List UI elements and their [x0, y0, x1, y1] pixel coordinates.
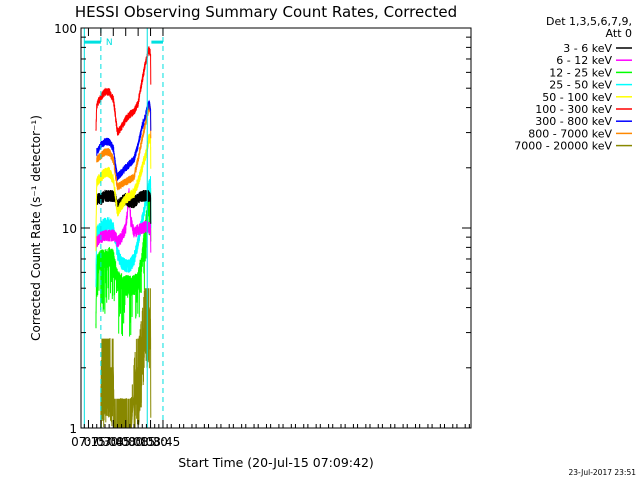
legend-label-12-25-kev: 12 - 25 keV — [549, 66, 612, 79]
legend-label-800-7000-kev: 800 - 7000 keV — [528, 127, 612, 140]
series-6-12-kev — [96, 188, 152, 253]
y-axis-label: Corrected Count Rate (s⁻¹ detector⁻¹) — [29, 115, 43, 341]
x-tick-label: 08:15 — [121, 435, 156, 449]
legend-label-100-300-kev: 100 - 300 keV — [535, 103, 612, 116]
series-50-100-kev — [95, 133, 152, 252]
x-tick-label: 07:45 — [96, 435, 131, 449]
x-tick-label: 08:30 — [133, 435, 168, 449]
chart-title: HESSI Observing Summary Count Rates, Cor… — [75, 3, 457, 21]
annotation-label: N — [106, 38, 113, 48]
legend-label-50-100-kev: 50 - 100 keV — [542, 91, 612, 104]
y-tick-label: 10 — [62, 222, 77, 236]
legend-label-3-6-kev: 3 - 6 keV — [563, 42, 612, 55]
series-800-7000-kev — [96, 104, 152, 191]
y-tick-label: 1 — [69, 422, 77, 436]
legend-label-25-50-kev: 25 - 50 keV — [549, 79, 612, 92]
legend-header-line-2: Att 0 — [606, 27, 632, 40]
legend-label-7000-20000-kev: 7000 - 20000 keV — [514, 140, 612, 153]
series-12-25-kev — [95, 183, 152, 337]
series-300-800-kev — [96, 99, 152, 181]
x-tick-label: 07:30 — [84, 435, 119, 449]
y-tick-label: 100 — [54, 22, 77, 36]
legend-label-6-12-kev: 6 - 12 keV — [556, 54, 612, 67]
series-7000-20000-kev — [100, 288, 152, 429]
series-layer — [95, 46, 152, 429]
x-axis-label: Start Time (20-Jul-15 07:09:42) — [178, 455, 374, 470]
y-axis: 1 10 100 — [54, 22, 471, 436]
x-tick-label: 07:15 — [71, 435, 106, 449]
x-tick-label: 08:45 — [146, 435, 181, 449]
x-tick-label: 08:00 — [108, 435, 143, 449]
legend-label-300-800-kev: 300 - 800 keV — [535, 115, 612, 128]
series-100-300-kev — [95, 46, 152, 136]
legend-header-line-1: Det 1,3,5,6,7,9, — [546, 15, 632, 28]
timestamp: 23-Jul-2017 23:51 — [568, 468, 636, 477]
